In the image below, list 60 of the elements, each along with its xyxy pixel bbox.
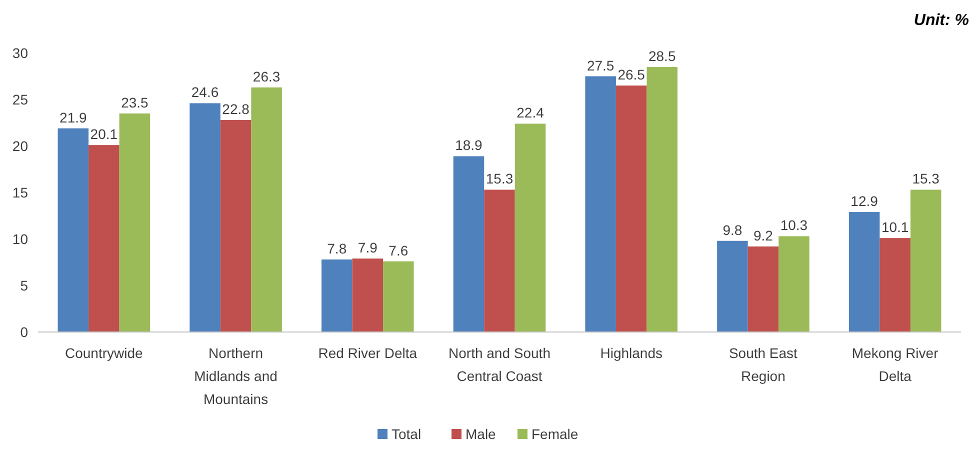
bar — [646, 66, 678, 332]
data-label: 15.3 — [486, 170, 514, 187]
bar — [220, 120, 252, 332]
data-label: 10.1 — [881, 219, 909, 236]
bar — [717, 240, 748, 332]
bar — [190, 103, 220, 332]
data-label: 26.3 — [252, 68, 280, 84]
x-tick-label: Highlands — [600, 345, 662, 361]
bar — [778, 236, 810, 332]
data-label: 26.5 — [618, 66, 646, 83]
x-tick-label: South East Region — [728, 345, 798, 384]
y-tick-label: 30 — [12, 44, 28, 61]
bar — [453, 156, 484, 332]
data-label: 24.6 — [191, 84, 219, 100]
legend-label: Total — [392, 426, 422, 442]
bar — [321, 259, 352, 332]
y-tick-label: 5 — [20, 277, 28, 294]
bar — [880, 238, 910, 332]
data-label: 9.2 — [753, 227, 774, 244]
data-label: 21.9 — [60, 109, 87, 126]
data-label: 27.5 — [586, 57, 614, 74]
y-tick-label: 20 — [12, 138, 28, 154]
legend-label: Male — [466, 426, 496, 442]
data-label: 18.9 — [455, 137, 483, 154]
y-tick-label: 25 — [12, 91, 28, 108]
data-label: 28.5 — [648, 48, 676, 64]
text: Unit: % — [914, 12, 969, 29]
bar — [58, 128, 89, 332]
bar — [748, 246, 779, 332]
bar — [383, 261, 414, 332]
data-label: 22.4 — [516, 104, 544, 121]
y-tick-label: 15 — [12, 184, 28, 200]
data-label: 7.6 — [388, 242, 408, 258]
data-label: 9.8 — [722, 222, 742, 238]
x-tick-label: Red River Delta — [318, 345, 418, 361]
x-tick-label: Mekong River Delta — [852, 345, 939, 384]
data-label: 20.1 — [90, 126, 118, 142]
bar — [251, 87, 282, 332]
bar — [585, 76, 616, 332]
bar — [910, 190, 942, 332]
data-label: 7.9 — [358, 240, 378, 256]
bar — [848, 212, 880, 332]
x-tick-label: Countrywide — [65, 345, 144, 361]
bar — [484, 190, 515, 332]
bar — [514, 124, 546, 332]
data-label: 10.3 — [780, 217, 808, 234]
bar — [88, 145, 120, 332]
data-label: 7.8 — [327, 240, 347, 256]
bar — [352, 258, 384, 332]
x-tick-label: Northern Midlands and Mountains — [194, 345, 278, 407]
data-label: 15.3 — [912, 170, 940, 187]
y-tick-label: 10 — [12, 230, 28, 247]
legend-label: Female — [532, 426, 578, 442]
data-label: 23.5 — [121, 94, 149, 110]
bar — [119, 113, 150, 332]
data-label: 22.8 — [222, 100, 250, 117]
data-label: 12.9 — [850, 193, 878, 210]
x-tick-label: North and South Central Coast — [448, 345, 550, 384]
y-tick-label: 0 — [20, 324, 28, 340]
bar — [616, 86, 647, 332]
